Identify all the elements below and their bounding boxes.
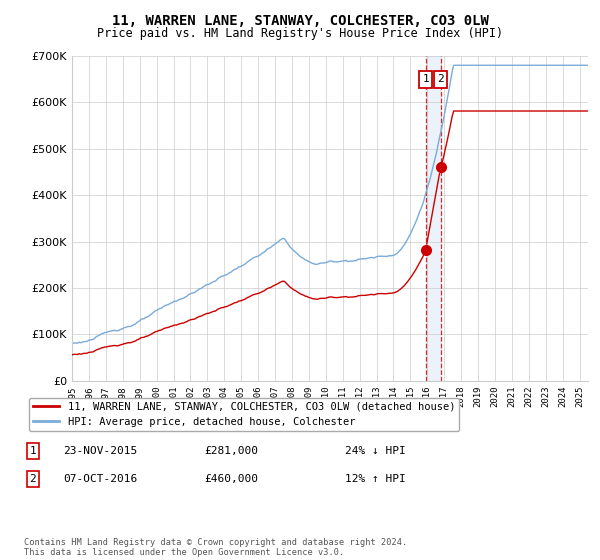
Text: £460,000: £460,000 (204, 474, 258, 484)
Text: 23-NOV-2015: 23-NOV-2015 (63, 446, 137, 456)
Text: Price paid vs. HM Land Registry's House Price Index (HPI): Price paid vs. HM Land Registry's House … (97, 27, 503, 40)
Text: 11, WARREN LANE, STANWAY, COLCHESTER, CO3 0LW: 11, WARREN LANE, STANWAY, COLCHESTER, CO… (112, 14, 488, 28)
Text: 24% ↓ HPI: 24% ↓ HPI (345, 446, 406, 456)
Text: £281,000: £281,000 (204, 446, 258, 456)
Text: 2: 2 (29, 474, 37, 484)
Text: Contains HM Land Registry data © Crown copyright and database right 2024.
This d: Contains HM Land Registry data © Crown c… (24, 538, 407, 557)
Text: 1: 1 (29, 446, 37, 456)
Text: 1: 1 (422, 74, 429, 84)
Text: 12% ↑ HPI: 12% ↑ HPI (345, 474, 406, 484)
Bar (425, 56, 440, 381)
Text: 07-OCT-2016: 07-OCT-2016 (63, 474, 137, 484)
Legend: 11, WARREN LANE, STANWAY, COLCHESTER, CO3 0LW (detached house), HPI: Average pri: 11, WARREN LANE, STANWAY, COLCHESTER, CO… (29, 398, 460, 431)
Text: 2: 2 (437, 74, 444, 84)
